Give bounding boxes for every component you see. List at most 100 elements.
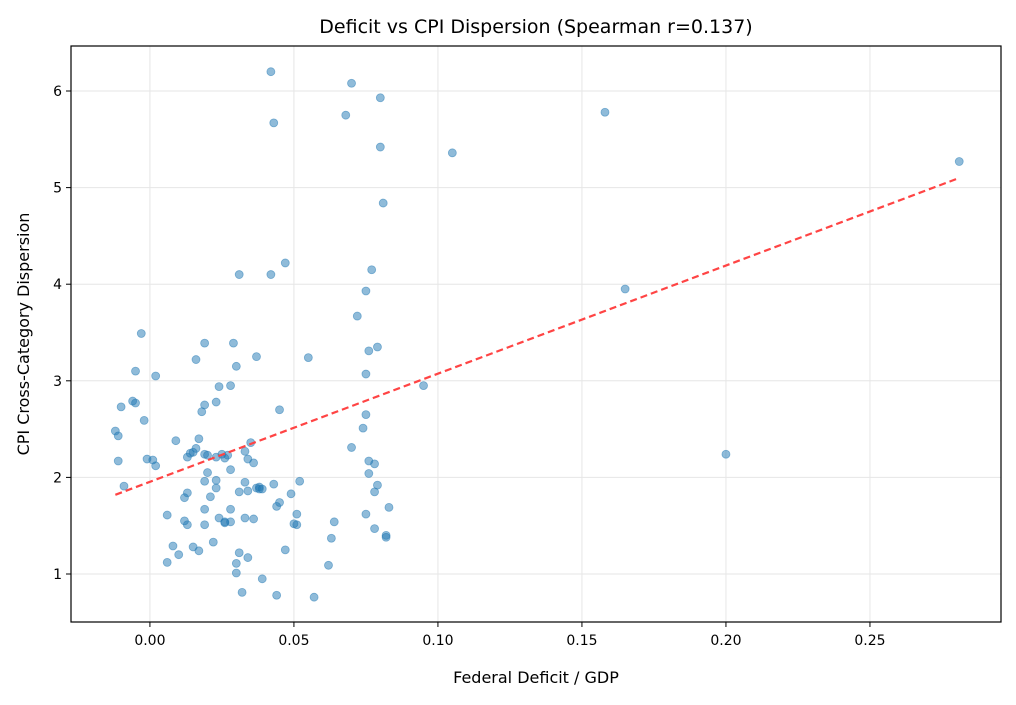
data-point <box>243 553 253 562</box>
data-point <box>200 476 210 486</box>
data-point <box>329 517 339 527</box>
x-axis-ticks: 0.00 0.05 0.10 0.15 0.20 0.25 <box>134 622 886 649</box>
data-point <box>203 450 212 460</box>
data-point <box>231 568 241 578</box>
data-point <box>131 398 140 408</box>
data-point <box>234 487 244 497</box>
data-point <box>131 366 140 376</box>
y-tick-label: 4 <box>53 277 62 293</box>
data-point <box>168 541 178 551</box>
x-tick-label: 0.25 <box>854 633 885 649</box>
data-point <box>214 382 224 391</box>
data-point <box>272 590 282 600</box>
data-point <box>378 198 388 208</box>
data-point <box>447 148 457 158</box>
data-point <box>364 469 374 478</box>
data-point <box>347 78 356 88</box>
data-point <box>266 270 276 279</box>
data-point <box>272 501 282 511</box>
data-point <box>252 352 261 362</box>
data-point <box>139 416 149 425</box>
data-point <box>375 142 385 152</box>
y-axis-ticks: 1 2 3 4 5 6 <box>53 84 71 583</box>
data-point <box>373 342 382 352</box>
data-point <box>249 514 259 524</box>
data-point <box>191 355 201 364</box>
data-point <box>113 431 123 441</box>
data-point <box>303 353 313 363</box>
y-tick-label: 2 <box>53 470 62 486</box>
data-point <box>197 407 207 417</box>
data-point <box>226 381 235 391</box>
chart-title: Deficit vs CPI Dispersion (Spearman r=0.… <box>319 16 752 38</box>
data-point <box>620 284 630 294</box>
data-point <box>211 483 221 493</box>
data-point <box>309 592 319 602</box>
x-tick-label: 0.20 <box>710 633 741 649</box>
data-point <box>364 346 374 356</box>
x-axis-label: Federal Deficit / GDP <box>453 668 619 687</box>
data-point <box>600 107 610 117</box>
data-point <box>341 110 351 120</box>
data-point <box>324 560 333 570</box>
data-point <box>289 519 299 529</box>
data-point <box>347 443 356 452</box>
x-tick-label: 0.15 <box>566 633 597 649</box>
data-point <box>180 493 189 503</box>
data-point <box>205 492 215 502</box>
data-point <box>280 258 290 268</box>
data-point <box>240 446 250 456</box>
data-point <box>361 369 371 379</box>
data-point <box>361 509 371 519</box>
y-axis-label: CPI Cross-Category Dispersion <box>14 213 33 456</box>
x-tick-label: 0.10 <box>422 633 453 649</box>
trend-line <box>114 176 960 496</box>
data-point <box>292 509 302 519</box>
data-point <box>211 397 221 407</box>
data-point <box>119 481 129 491</box>
data-point <box>200 338 210 348</box>
data-point <box>257 484 267 494</box>
data-point <box>200 520 210 530</box>
data-point <box>249 458 259 468</box>
data-point <box>240 477 250 487</box>
data-point <box>234 548 244 558</box>
data-point <box>269 118 279 128</box>
data-point <box>211 475 221 485</box>
data-point <box>384 502 394 512</box>
data-point <box>116 402 126 412</box>
data-point <box>367 265 377 275</box>
x-tick-label: 0.00 <box>134 633 165 649</box>
data-point <box>361 286 371 296</box>
y-tick-label: 5 <box>53 181 62 197</box>
data-point <box>200 504 210 514</box>
data-point <box>286 489 296 499</box>
data-point <box>375 93 385 103</box>
data-point <box>220 517 230 527</box>
data-point <box>151 371 161 381</box>
data-point <box>174 550 184 560</box>
data-point <box>188 542 198 552</box>
data-point <box>243 486 253 496</box>
data-point <box>370 524 379 533</box>
data-point <box>113 456 123 466</box>
data-point <box>361 410 371 420</box>
grid <box>71 46 1001 622</box>
data-point <box>203 468 212 477</box>
data-point <box>180 516 189 526</box>
data-point <box>269 479 279 489</box>
data-point <box>208 537 218 547</box>
x-tick-label: 0.05 <box>278 633 309 649</box>
plot-frame <box>70 45 1002 623</box>
data-point <box>275 405 284 415</box>
data-point <box>231 558 241 568</box>
data-point <box>231 361 241 371</box>
data-point <box>226 504 235 514</box>
data-point <box>229 338 238 348</box>
data-point <box>194 434 204 444</box>
data-point <box>226 465 235 475</box>
y-tick-label: 3 <box>53 374 62 390</box>
data-point <box>326 533 336 543</box>
data-point <box>257 574 267 584</box>
